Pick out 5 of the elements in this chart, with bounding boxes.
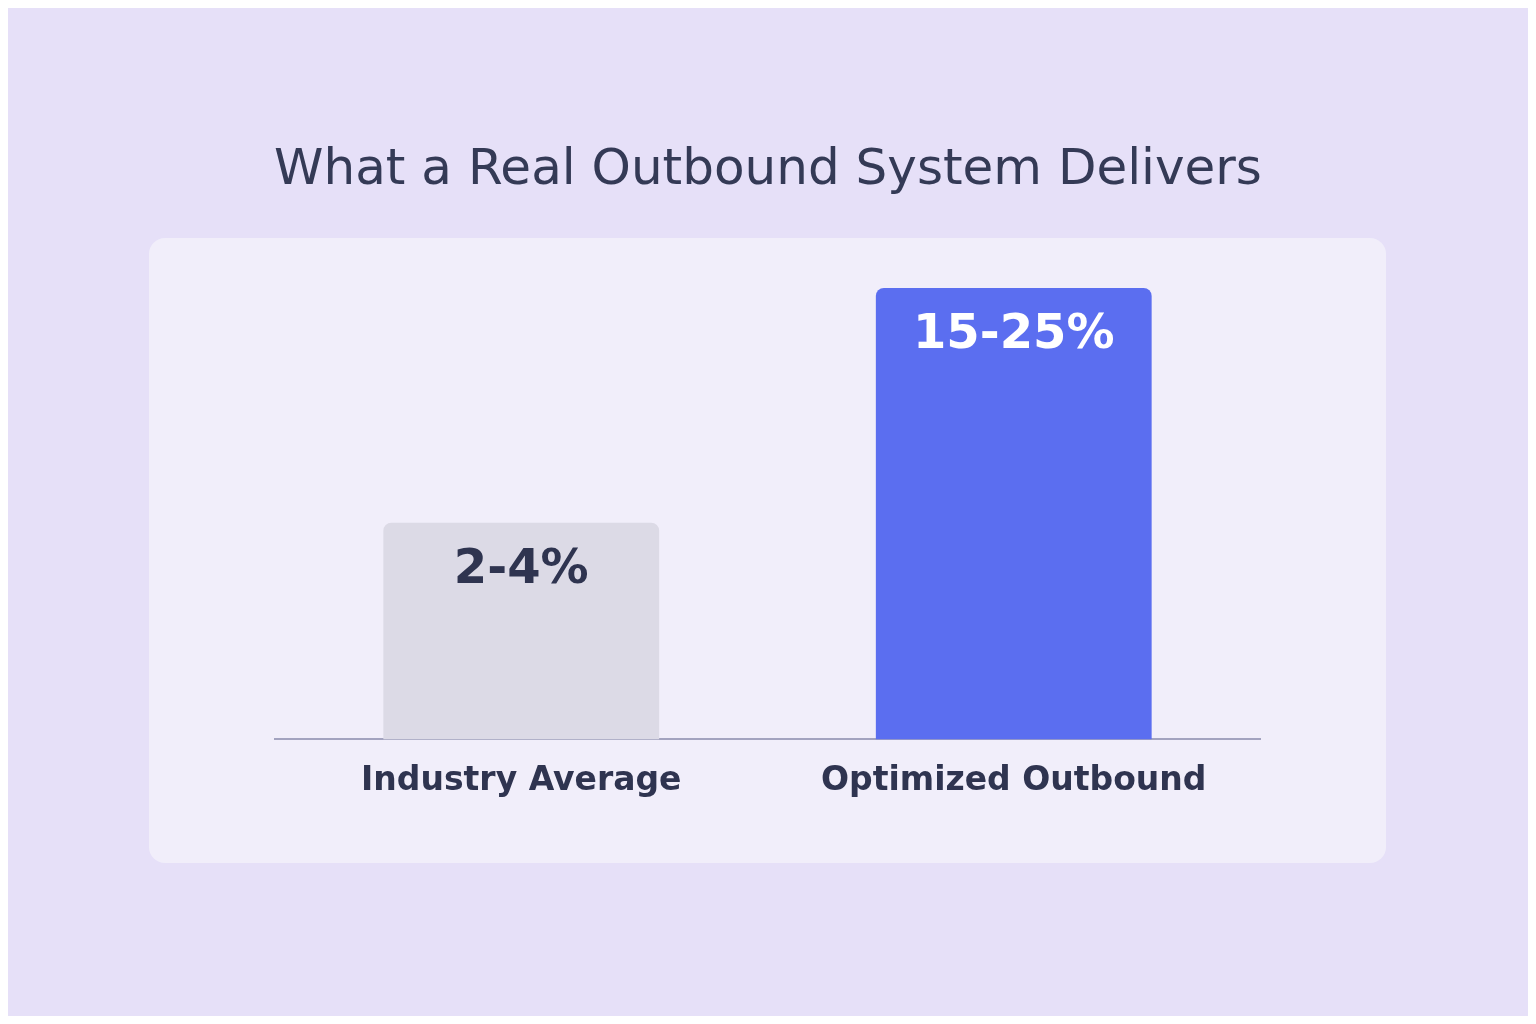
annotation: 2-4% (453, 538, 589, 595)
chart-title: What a Real Outbound System Delivers (273, 138, 1263, 196)
x-tick-label: Industry Average (361, 758, 682, 798)
x-tick-label: Optimized Outbound (821, 758, 1207, 798)
annotation: 15-25% (912, 303, 1115, 360)
